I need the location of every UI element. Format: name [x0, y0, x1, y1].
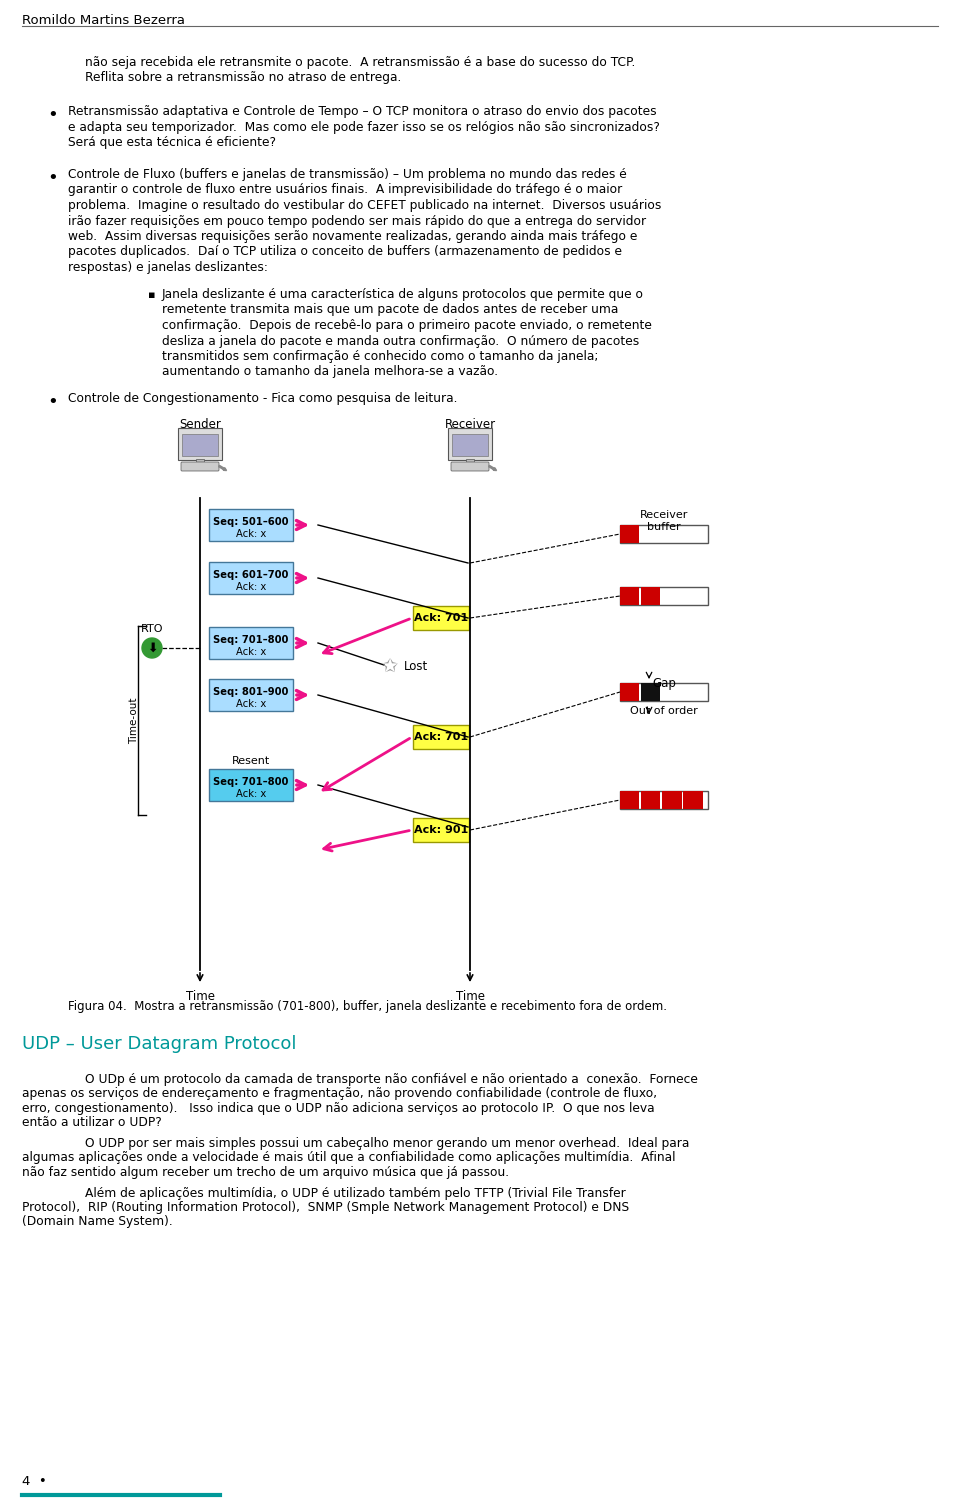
Bar [466, 459, 474, 464]
Text: Sender: Sender [180, 417, 221, 431]
Text: Ack: x: Ack: x [236, 790, 266, 799]
Text: ⬇: ⬇ [147, 641, 157, 654]
Text: 4  •: 4 • [22, 1475, 47, 1487]
Text: aumentando o tamanho da janela melhora-se a vazão.: aumentando o tamanho da janela melhora-s… [162, 366, 498, 378]
Bar [196, 459, 204, 464]
Bar [620, 587, 708, 605]
Bar [662, 791, 682, 809]
Text: (Domain Name System).: (Domain Name System). [22, 1216, 173, 1228]
Text: Ack: 901: Ack: 901 [414, 826, 468, 835]
Text: web.  Assim diversas requisições serão novamente realizadas, gerando ainda mais : web. Assim diversas requisições serão no… [68, 230, 637, 243]
Text: e adapta seu temporizador.  Mas como ele pode fazer isso se os relógios não são : e adapta seu temporizador. Mas como ele … [68, 120, 660, 134]
Text: UDP – User Datagram Protocol: UDP – User Datagram Protocol [22, 1036, 297, 1054]
Text: ✩: ✩ [382, 656, 398, 675]
Text: Será que esta técnica é eficiente?: Será que esta técnica é eficiente? [68, 137, 276, 149]
FancyBboxPatch shape [413, 818, 469, 842]
Bar [620, 525, 708, 543]
Text: Seq: 501–600: Seq: 501–600 [213, 516, 289, 527]
Text: não faz sentido algum receber um trecho de um arquivo música que já passou.: não faz sentido algum receber um trecho … [22, 1166, 509, 1178]
Text: Janela deslizante é uma característica de alguns protocolos que permite que o: Janela deslizante é uma característica d… [162, 288, 644, 302]
Text: •: • [47, 170, 58, 188]
Text: O UDP por ser mais simples possui um cabeçalho menor gerando um menor overhead. : O UDP por ser mais simples possui um cab… [85, 1136, 689, 1150]
FancyBboxPatch shape [178, 428, 222, 459]
Text: irão fazer requisições em pouco tempo podendo ser mais rápido do que a entrega d: irão fazer requisições em pouco tempo po… [68, 215, 646, 228]
Text: confirmação.  Depois de recebê-lo para o primeiro pacote enviado, o remetente: confirmação. Depois de recebê-lo para o … [162, 320, 652, 332]
FancyBboxPatch shape [209, 561, 293, 594]
Text: Lost: Lost [404, 659, 428, 672]
FancyBboxPatch shape [209, 509, 293, 540]
Text: garantir o controle de fluxo entre usuários finais.  A imprevisibilidade do tráf: garantir o controle de fluxo entre usuár… [68, 183, 622, 197]
FancyBboxPatch shape [182, 434, 218, 456]
Text: Ack: x: Ack: x [236, 528, 266, 539]
FancyBboxPatch shape [209, 678, 293, 711]
Text: Figura 04.  Mostra a retransmissão (701-800), buffer, janela deslizante e recebi: Figura 04. Mostra a retransmissão (701-8… [68, 1000, 667, 1013]
Text: Seq: 801–900: Seq: 801–900 [213, 687, 289, 696]
Text: pacotes duplicados.  Daí o TCP utiliza o conceito de buffers (armazenamento de p: pacotes duplicados. Daí o TCP utiliza o … [68, 246, 622, 258]
Bar [641, 587, 660, 605]
Text: Ack: 701: Ack: 701 [414, 612, 468, 623]
Bar [620, 587, 639, 605]
FancyArrow shape [489, 465, 496, 470]
Text: não seja recebida ele retransmite o pacote.  A retransmissão é a base do sucesso: não seja recebida ele retransmite o paco… [85, 56, 636, 69]
FancyBboxPatch shape [209, 769, 293, 802]
Text: Ack: x: Ack: x [236, 699, 266, 708]
Text: problema.  Imagine o resultado do vestibular do CEFET publicado na internet.  Di: problema. Imagine o resultado do vestibu… [68, 200, 661, 212]
Text: Resent: Resent [232, 757, 270, 766]
FancyArrow shape [219, 465, 227, 470]
Text: •: • [47, 393, 58, 411]
Text: Reflita sobre a retransmissão no atraso de entrega.: Reflita sobre a retransmissão no atraso … [85, 72, 401, 84]
Text: O UDp é um protocolo da camada de transporte não confiável e não orientado a  co: O UDp é um protocolo da camada de transp… [85, 1073, 698, 1087]
Text: Seq: 701–800: Seq: 701–800 [213, 778, 289, 787]
Bar [684, 791, 703, 809]
FancyBboxPatch shape [209, 627, 293, 659]
Text: remetente transmita mais que um pacote de dados antes de receber uma: remetente transmita mais que um pacote d… [162, 303, 618, 317]
Bar [620, 683, 708, 701]
Bar [620, 525, 639, 543]
Text: RTO: RTO [141, 624, 163, 633]
Text: Controle de Fluxo (buffers e janelas de transmissão) – Um problema no mundo das : Controle de Fluxo (buffers e janelas de … [68, 168, 627, 182]
FancyBboxPatch shape [413, 725, 469, 749]
Text: transmitidos sem confirmação é conhecido como o tamanho da janela;: transmitidos sem confirmação é conhecido… [162, 350, 598, 363]
Text: Receiver: Receiver [444, 417, 495, 431]
Text: ▪: ▪ [148, 290, 156, 300]
FancyBboxPatch shape [452, 434, 488, 456]
Text: Out of order: Out of order [630, 705, 698, 716]
Text: Ack: 701: Ack: 701 [414, 732, 468, 741]
Text: apenas os serviços de endereçamento e fragmentação, não provendo confiabilidade : apenas os serviços de endereçamento e fr… [22, 1088, 658, 1100]
Text: erro, congestionamento).   Isso indica que o UDP não adiciona serviços ao protoc: erro, congestionamento). Isso indica que… [22, 1102, 655, 1115]
Bar [641, 683, 660, 701]
FancyBboxPatch shape [448, 428, 492, 459]
Bar [641, 791, 660, 809]
FancyBboxPatch shape [181, 462, 219, 471]
Text: Além de aplicações multimídia, o UDP é utilizado também pelo TFTP (Trivial File : Além de aplicações multimídia, o UDP é u… [85, 1186, 626, 1199]
Text: •: • [47, 107, 58, 125]
Text: Time-out: Time-out [129, 698, 139, 744]
Text: Romildo Martins Bezerra: Romildo Martins Bezerra [22, 14, 185, 27]
Circle shape [142, 638, 162, 657]
Text: respostas) e janelas deslizantes:: respostas) e janelas deslizantes: [68, 261, 268, 275]
Text: Gap: Gap [652, 677, 676, 690]
Text: então a utilizar o UDP?: então a utilizar o UDP? [22, 1117, 161, 1129]
Bar [620, 683, 639, 701]
FancyBboxPatch shape [451, 462, 489, 471]
Text: Retransmissão adaptativa e Controle de Tempo – O TCP monitora o atraso do envio : Retransmissão adaptativa e Controle de T… [68, 105, 657, 119]
Text: Time: Time [455, 991, 485, 1003]
Text: Ack: x: Ack: x [236, 647, 266, 657]
Bar [620, 791, 639, 809]
Text: Seq: 601–700: Seq: 601–700 [213, 570, 289, 579]
Text: Time: Time [185, 991, 214, 1003]
Text: Protocol),  RIP (Routing Information Protocol),  SNMP (Smple Network Management : Protocol), RIP (Routing Information Prot… [22, 1201, 629, 1214]
Text: Ack: x: Ack: x [236, 582, 266, 591]
Text: Controle de Congestionamento - Fica como pesquisa de leitura.: Controle de Congestionamento - Fica como… [68, 392, 458, 405]
Text: Seq: 701–800: Seq: 701–800 [213, 635, 289, 645]
Text: algumas aplicações onde a velocidade é mais útil que a confiabilidade como aplic: algumas aplicações onde a velocidade é m… [22, 1151, 676, 1165]
Bar [620, 791, 708, 809]
FancyBboxPatch shape [413, 606, 469, 630]
Text: Receiver
buffer: Receiver buffer [639, 510, 688, 533]
Text: desliza a janela do pacote e manda outra confirmação.  O número de pacotes: desliza a janela do pacote e manda outra… [162, 335, 639, 348]
